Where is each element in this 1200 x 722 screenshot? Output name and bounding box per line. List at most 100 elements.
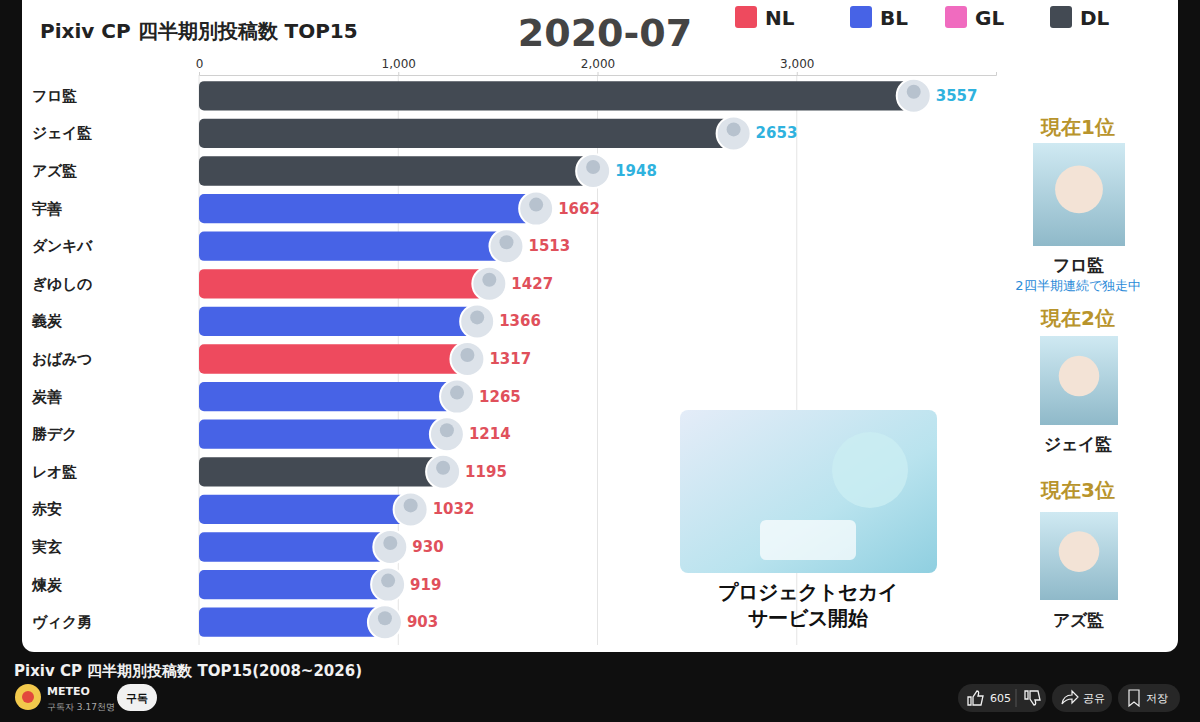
avatar-face	[470, 310, 484, 324]
tick-mark	[398, 72, 399, 75]
category-label: アズ監	[32, 162, 77, 180]
share-button[interactable]: 공유	[1052, 684, 1112, 712]
data-label: 930	[412, 538, 443, 556]
avatar	[368, 605, 402, 639]
avatar	[472, 267, 506, 301]
like-button[interactable]: 605	[958, 684, 1046, 712]
rank-name: アズ監	[1053, 610, 1104, 630]
axis-line	[200, 72, 997, 76]
tick-mark	[598, 72, 599, 75]
rank-portrait-face	[1059, 356, 1100, 397]
data-label: 1265	[479, 388, 521, 406]
dislike-button[interactable]	[1025, 691, 1040, 705]
legend-label: GL	[975, 6, 1004, 30]
data-label: 1513	[528, 237, 570, 255]
legend-label: NL	[765, 6, 795, 30]
x-tick: 3,000	[780, 57, 814, 75]
data-label: 1427	[511, 275, 553, 293]
event-text: サービス開始	[748, 606, 869, 630]
legend-item: BL	[850, 6, 908, 30]
bar	[199, 156, 587, 185]
event-text: プロジェクトセカイ	[718, 580, 898, 604]
avatar	[426, 455, 460, 489]
share-label[interactable]: 공유	[1083, 692, 1105, 705]
subscribe-button[interactable]: 구독	[117, 684, 157, 711]
data-label: 1032	[433, 500, 475, 518]
bar	[199, 269, 483, 298]
legend-swatch	[850, 6, 872, 28]
avatar-face	[383, 536, 397, 550]
avatar-face	[529, 198, 543, 212]
avatar	[489, 229, 523, 263]
category-label: 炭善	[31, 388, 62, 406]
avatar	[373, 530, 407, 564]
avatar-face	[381, 574, 395, 588]
rank-name: フロ監	[1053, 255, 1104, 275]
subscriber-count: 구독자 3.17천명	[47, 702, 115, 712]
video-title: Pixiv CP 四半期別投稿数 TOP15(2008~2026)	[14, 662, 362, 680]
avatar-face	[499, 235, 513, 249]
category-label: レオ監	[32, 463, 77, 481]
avatar-face	[727, 122, 741, 136]
rank-portrait	[1040, 512, 1118, 600]
category-label: 煉炭	[31, 576, 63, 594]
chart-title: Pixiv CP 四半期別投稿数 TOP15	[40, 19, 358, 43]
category-label: 実玄	[31, 538, 62, 556]
avatar-face	[907, 85, 921, 99]
category-label: ヴィク勇	[32, 613, 92, 631]
channel-name[interactable]: METEO	[47, 685, 90, 698]
rank-portrait	[1033, 143, 1125, 246]
rank-heading: 現在1位	[1040, 115, 1115, 139]
x-tick: 1,000	[382, 57, 416, 75]
avatar-face	[440, 423, 454, 437]
data-label: 1948	[615, 162, 657, 180]
data-label: 1195	[465, 463, 507, 481]
page: Pixiv CP 四半期別投稿数 TOP15 2020-07 NL BL GL DL 0 1,…	[0, 0, 1200, 722]
rank-portrait-face	[1055, 165, 1103, 213]
bar	[199, 457, 437, 486]
bar	[199, 307, 471, 336]
save-label[interactable]: 저장	[1146, 692, 1168, 705]
avatar	[460, 304, 494, 338]
avatar	[717, 116, 751, 150]
category-label: 宇善	[32, 200, 62, 218]
data-label: 919	[410, 576, 441, 594]
legend-item: DL	[1050, 6, 1110, 30]
save-button[interactable]: 저장	[1118, 684, 1180, 712]
like-count[interactable]: 605	[990, 692, 1011, 705]
avatar	[450, 342, 484, 376]
legend-item: GL	[945, 6, 1004, 30]
avatar	[519, 192, 553, 226]
legend-label: BL	[880, 6, 908, 30]
bar	[199, 119, 728, 148]
bar	[199, 495, 405, 524]
channel-icon[interactable]	[15, 684, 41, 710]
avatar-face	[460, 348, 474, 362]
avatar	[897, 79, 931, 113]
tick-label: 0	[196, 57, 204, 71]
bar	[199, 420, 441, 449]
avatar	[576, 154, 610, 188]
period-label: 2020-07	[518, 11, 692, 55]
bar	[199, 81, 908, 110]
data-label: 3557	[936, 87, 978, 105]
legend-label: DL	[1080, 6, 1110, 30]
labels: フロ監ジェイ監アズ監宇善ダンキバぎゆしの義炭おばみつ炭善勝デクレオ監赤安実玄煉炭…	[31, 87, 977, 631]
tick-label: 2,000	[581, 57, 615, 71]
legend-swatch	[1050, 6, 1072, 28]
bars	[199, 81, 908, 637]
rank-portrait	[1040, 336, 1118, 425]
x-tick: 2,000	[581, 57, 615, 75]
avatar-face	[436, 461, 450, 475]
bar	[199, 344, 461, 373]
category-label: フロ監	[32, 87, 77, 105]
event-image-deco	[760, 520, 856, 560]
channel-icon-inner	[22, 691, 34, 703]
avatar	[430, 417, 464, 451]
rank-name: ジェイ監	[1044, 434, 1112, 454]
category-label: 義炭	[31, 312, 63, 330]
category-label: 赤安	[31, 500, 62, 518]
subscribe-label[interactable]: 구독	[126, 692, 148, 705]
tick-mark	[199, 72, 200, 75]
avatar	[371, 568, 405, 602]
